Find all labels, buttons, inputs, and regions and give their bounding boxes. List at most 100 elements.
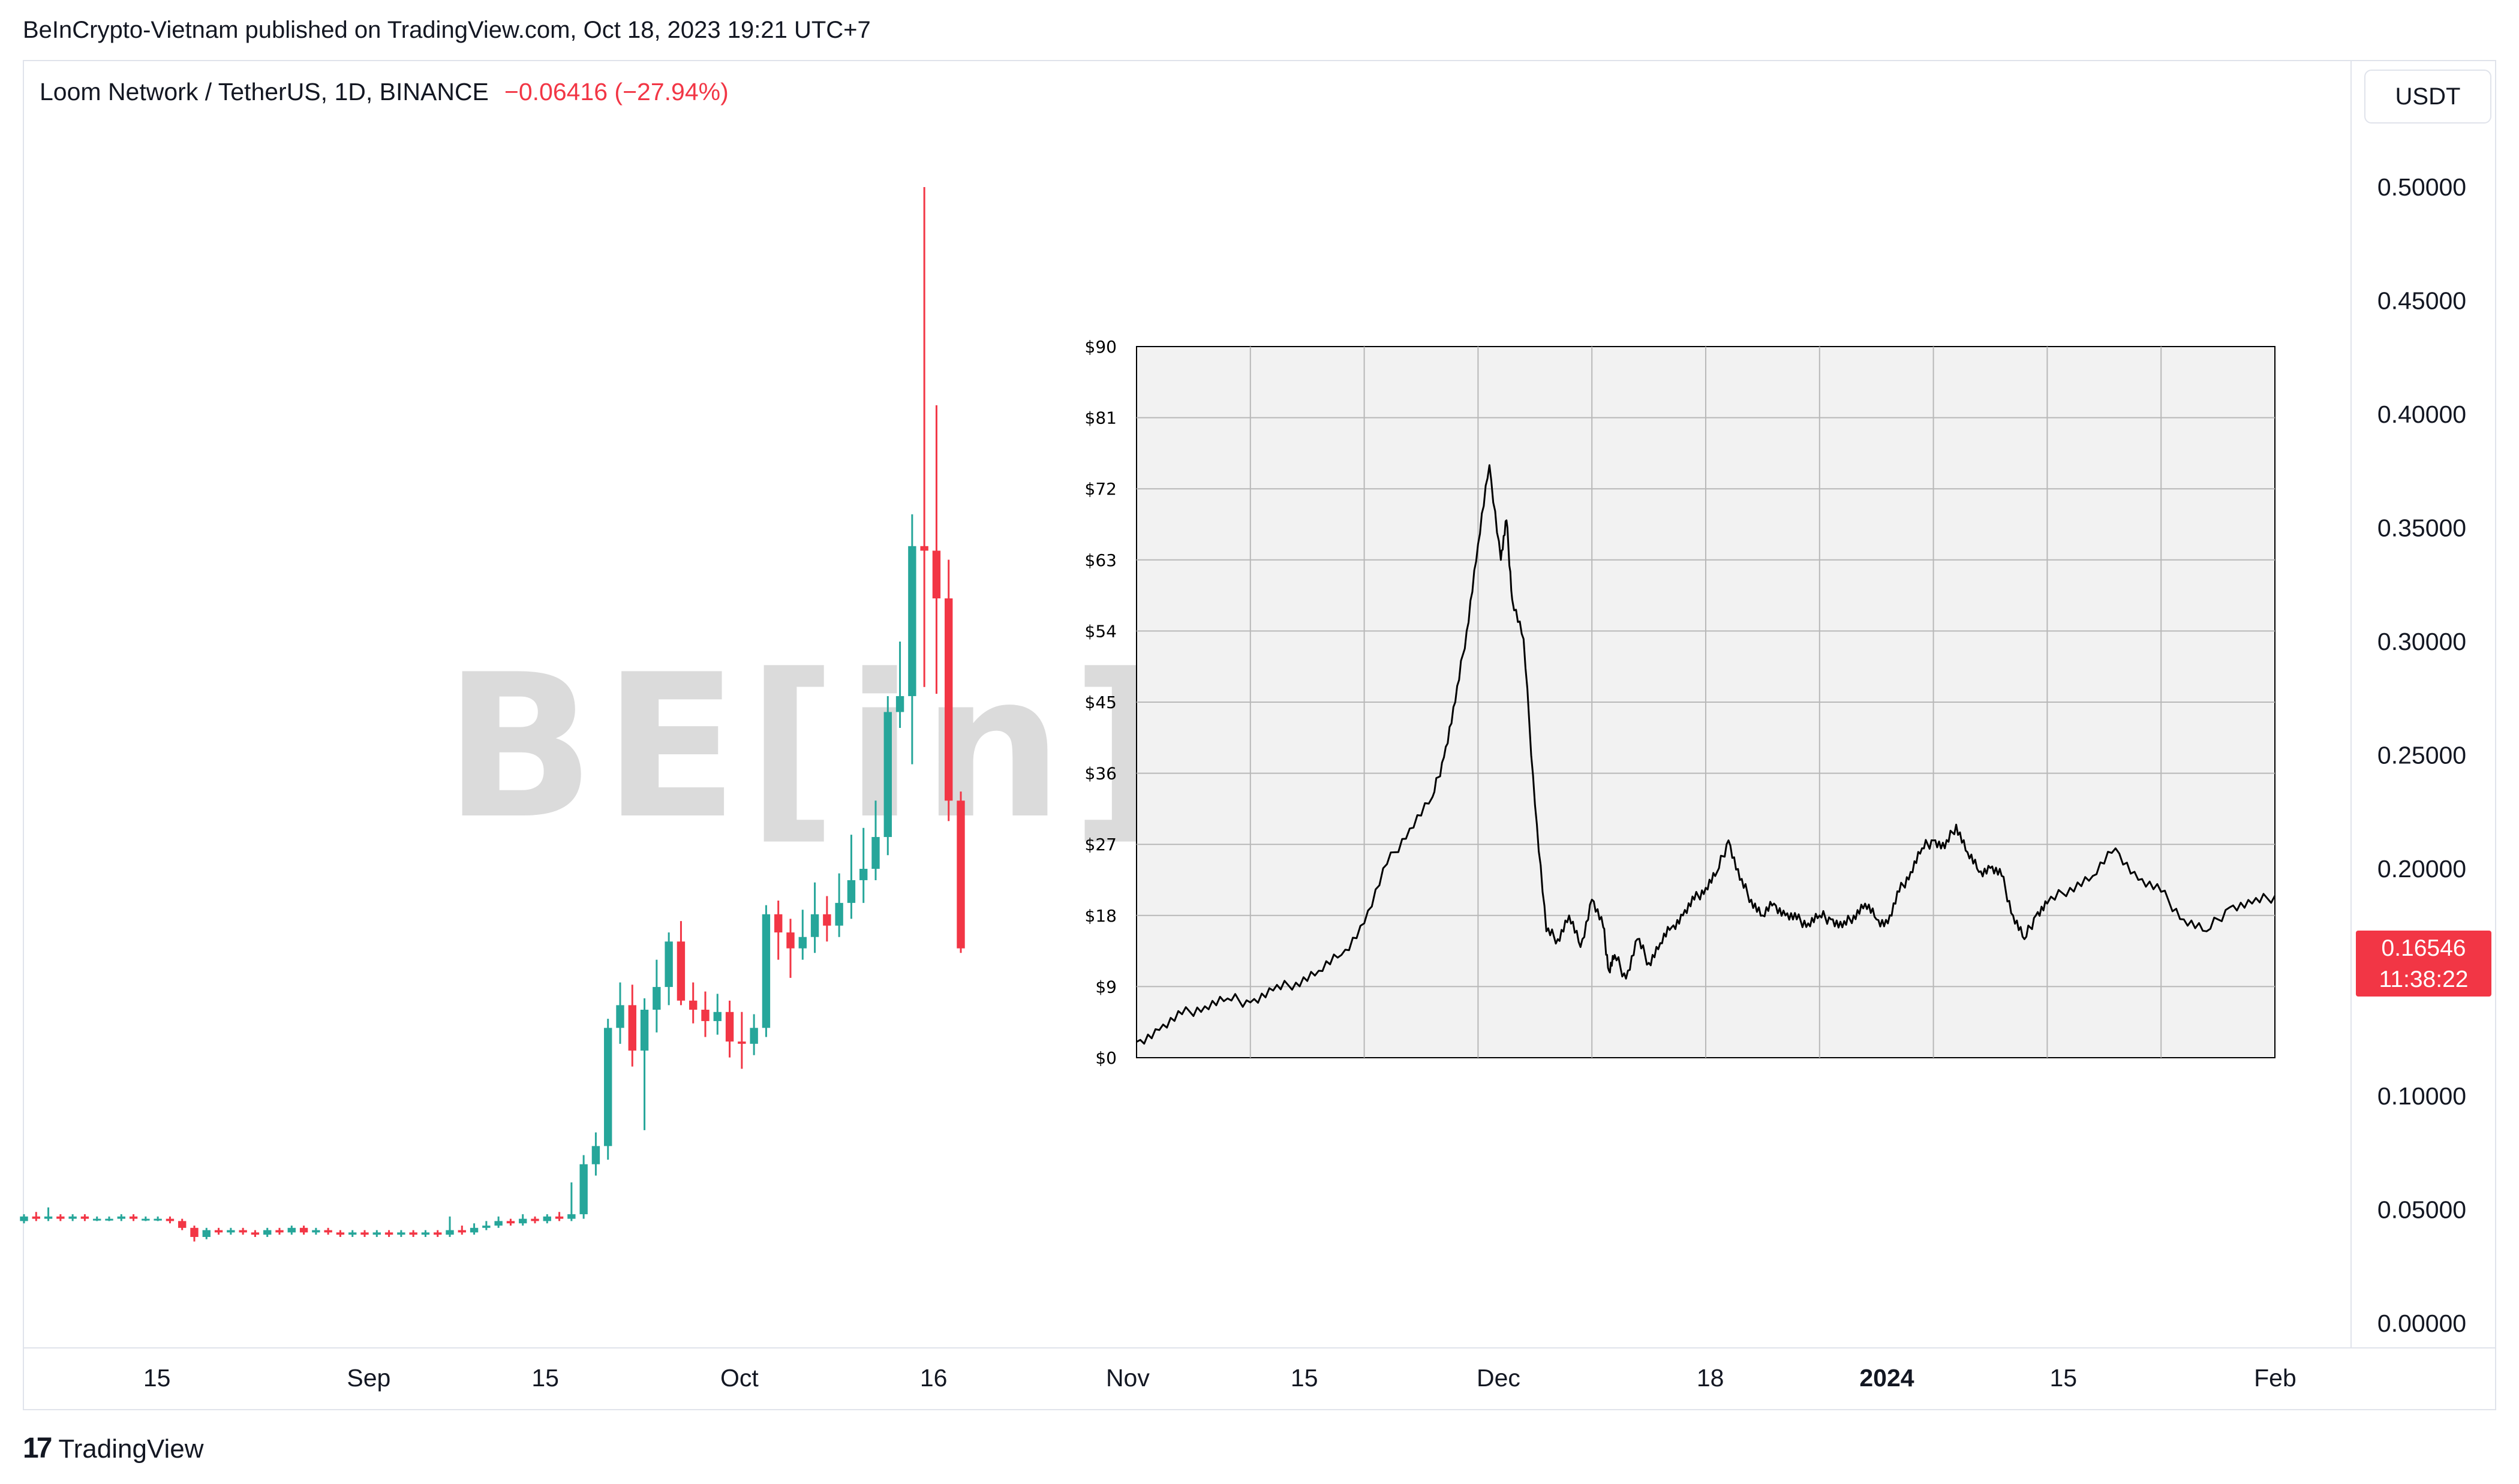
candle <box>531 1216 539 1224</box>
candle <box>190 1226 199 1242</box>
inset-grid <box>1137 347 2275 1058</box>
time-axis[interactable]: 15 Sep 15 Oct 16 Nov 15 Dec 18 2024 15 Feb <box>143 1364 2296 1392</box>
candle <box>689 982 698 1024</box>
candle <box>227 1227 235 1235</box>
candle <box>908 514 916 764</box>
inset-series-line <box>1136 464 2276 1045</box>
candle <box>713 994 722 1035</box>
candle <box>434 1230 442 1237</box>
candle <box>372 1230 381 1237</box>
candle <box>287 1226 296 1235</box>
candle <box>251 1230 260 1237</box>
candle <box>409 1230 417 1237</box>
time-tick-label: Nov <box>1106 1364 1150 1392</box>
price-tick-label: 0.20000 <box>2377 855 2466 883</box>
time-tick-label: Sep <box>347 1364 390 1392</box>
candle <box>299 1226 308 1235</box>
tradingview-brand[interactable]: 17 TradingView <box>23 1432 204 1465</box>
currency-button[interactable]: USDT <box>2364 70 2491 124</box>
candle <box>397 1230 405 1237</box>
candle <box>567 1182 576 1221</box>
price-tick-label: 0.05000 <box>2377 1196 2466 1224</box>
candle <box>166 1216 175 1224</box>
candle <box>275 1227 284 1235</box>
candle <box>628 985 636 1067</box>
candle <box>653 959 661 1033</box>
candle <box>458 1226 466 1235</box>
candle <box>32 1212 40 1221</box>
candle <box>519 1214 527 1226</box>
inset-y-tick-label: $54 <box>1085 621 1117 641</box>
inset-y-tick-label: $18 <box>1085 906 1117 926</box>
inset-y-axis: $90 $81 $72 $63 $54 $45 $36 $27 $18 $9 $0 <box>1085 337 1117 1068</box>
candle <box>117 1214 125 1221</box>
time-tick-label: 15 <box>143 1364 171 1392</box>
candle <box>591 1132 600 1176</box>
candle <box>835 873 843 937</box>
candle <box>616 982 624 1044</box>
candle <box>810 882 819 953</box>
inset-y-tick-label: $9 <box>1095 977 1117 997</box>
time-tick-label: 15 <box>1291 1364 1318 1392</box>
candle <box>823 896 831 942</box>
candle <box>957 791 965 953</box>
candle <box>762 905 771 1037</box>
candle <box>932 405 941 694</box>
candle <box>871 800 880 880</box>
candle <box>312 1227 320 1235</box>
price-axis[interactable]: 0.50000 0.45000 0.40000 0.35000 0.30000 0.250… <box>2377 173 2466 1337</box>
candle <box>640 998 649 1130</box>
symbol-legend[interactable]: Loom Network / TetherUS, 1D, BINANCE −0.0… <box>40 78 729 106</box>
candle <box>738 1012 746 1069</box>
candle <box>105 1216 113 1221</box>
time-tick-label: 18 <box>1697 1364 1724 1392</box>
candle <box>178 1218 187 1230</box>
price-tick-label: 0.50000 <box>2377 173 2466 201</box>
candle <box>579 1155 588 1219</box>
brand-name: TradingView <box>58 1434 204 1464</box>
candle <box>859 827 868 903</box>
candle <box>470 1223 479 1235</box>
candle <box>324 1227 332 1235</box>
candle <box>677 921 686 1006</box>
candle <box>360 1230 369 1237</box>
candle <box>348 1230 357 1237</box>
time-tick-label: 15 <box>531 1364 559 1392</box>
candle <box>750 1014 758 1055</box>
price-tick-label: 0.40000 <box>2377 401 2466 428</box>
price-tick-label: 0.10000 <box>2377 1082 2466 1110</box>
last-price: 0.16546 <box>2381 935 2466 961</box>
inset-y-tick-label: $36 <box>1085 764 1117 784</box>
candle <box>555 1212 564 1221</box>
candle <box>895 642 904 729</box>
candle <box>725 1000 734 1058</box>
inset-y-tick-label: $90 <box>1085 337 1117 357</box>
candle <box>202 1227 211 1239</box>
time-tick-label: Feb <box>2254 1364 2296 1392</box>
candle <box>20 1214 28 1224</box>
price-tick-label: 0.35000 <box>2377 514 2466 542</box>
inset-y-tick-label: $0 <box>1095 1048 1117 1068</box>
candlestick-series <box>20 187 965 1242</box>
inset-y-tick-label: $81 <box>1085 408 1117 428</box>
candle <box>80 1214 89 1221</box>
candle <box>93 1216 101 1221</box>
candle <box>263 1227 272 1237</box>
symbol-name: Loom Network / TetherUS, 1D, BINANCE <box>40 78 489 106</box>
bar-countdown: 11:38:22 <box>2379 967 2469 992</box>
inset-line-chart: $90 $81 $72 $63 $54 $45 $36 $27 $18 $9 $0 <box>1085 337 2276 1068</box>
candle <box>142 1216 150 1221</box>
candle <box>604 1019 612 1160</box>
candle <box>421 1230 430 1237</box>
candle <box>446 1216 454 1237</box>
candle <box>920 187 928 687</box>
tradingview-logo-icon: 17 <box>23 1432 52 1464</box>
candle <box>482 1221 491 1230</box>
candle <box>214 1227 223 1235</box>
time-tick-label: Dec <box>1477 1364 1520 1392</box>
candle <box>56 1214 65 1221</box>
candle <box>384 1230 393 1237</box>
price-tick-label: 0.30000 <box>2377 628 2466 655</box>
price-tick-label: 0.45000 <box>2377 287 2466 315</box>
